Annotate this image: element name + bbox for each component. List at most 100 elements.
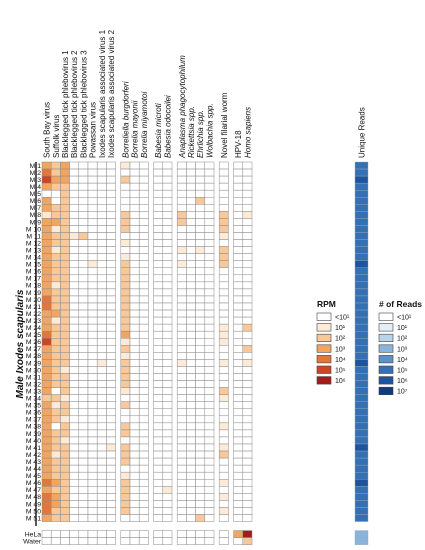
heatmap-cell (204, 457, 215, 466)
heatmap-cell (87, 387, 98, 395)
heatmap-cell (176, 500, 187, 508)
rpm-legend: RPM <10¹ 10¹ 10² 10³ 10⁴ 10⁵ 10⁶ (316, 299, 350, 385)
heatmap-cell (195, 387, 206, 395)
heatmap-cell (176, 168, 187, 177)
heatmap-cell (218, 394, 229, 402)
heatmap-cell (78, 246, 89, 254)
control-cell (69, 537, 80, 545)
heatmap-cell (186, 436, 196, 445)
heatmap-cell (69, 352, 80, 360)
heatmap-cell (96, 500, 107, 508)
heatmap-cell (69, 394, 80, 402)
heatmap-cell (195, 500, 206, 508)
heatmap-cell (162, 175, 173, 184)
heatmap-cell (78, 338, 89, 346)
heatmap-cell (129, 260, 140, 269)
heatmap-cell (242, 260, 253, 269)
heatmap-cell (41, 239, 52, 247)
heatmap-cell (69, 464, 80, 473)
heatmap-cell (176, 274, 187, 283)
heatmap-cell (50, 436, 61, 445)
heatmap-cell (186, 189, 196, 198)
row-label: M 44 (26, 466, 41, 473)
heatmap-cell (138, 514, 149, 522)
heatmap-cell (162, 260, 173, 269)
heatmap-cell (106, 338, 116, 346)
heatmap-cell (242, 274, 253, 283)
heatmap-cell (186, 288, 196, 297)
heatmap-cell (218, 450, 229, 459)
unique-reads-cell (354, 309, 369, 318)
heatmap-cell (204, 443, 215, 452)
heatmap-cell (41, 218, 52, 226)
heatmap-cell (162, 457, 173, 466)
heatmap-cell (176, 316, 187, 325)
heatmap-cell (41, 471, 52, 480)
heatmap-cell (242, 316, 253, 325)
heatmap-cell (138, 302, 149, 311)
column-label: Suffolk virus (52, 115, 61, 158)
row-label: M 38 (26, 424, 41, 431)
heatmap-cell (176, 507, 187, 515)
reads-legend-swatch (378, 386, 394, 396)
heatmap-cell (41, 323, 52, 332)
heatmap-cell (129, 253, 140, 261)
heatmap-cell (60, 182, 70, 191)
heatmap-cell (233, 352, 244, 360)
heatmap-cell (96, 443, 107, 452)
heatmap-cell (138, 246, 149, 254)
row-label: M 12 (26, 240, 41, 247)
heatmap-cell (96, 323, 107, 332)
heatmap-cell (78, 309, 89, 318)
heatmap-cell (50, 302, 61, 311)
heatmap-cell (87, 443, 98, 452)
heatmap-cell (120, 493, 131, 501)
heatmap-cell (242, 500, 253, 508)
heatmap-cell (60, 486, 70, 494)
heatmap-cell (120, 500, 131, 508)
control-cell (129, 537, 140, 545)
heatmap-cell (78, 189, 89, 198)
heatmap-cell (176, 352, 187, 360)
heatmap-cell (87, 486, 98, 494)
heatmap-cell (204, 316, 215, 325)
heatmap-cell (50, 366, 61, 374)
heatmap-cell (138, 394, 149, 402)
heatmap-cell (195, 281, 206, 290)
heatmap-cell (176, 387, 187, 395)
heatmap-cell (204, 408, 215, 417)
heatmap-cell (242, 246, 253, 254)
heatmap-cell (41, 288, 52, 297)
heatmap-cell (195, 225, 206, 233)
heatmap-cell (69, 204, 80, 212)
row-label: M 43 (26, 459, 41, 466)
row-label: M 30 (26, 367, 41, 374)
heatmap-cell (96, 493, 107, 501)
heatmap-cell (186, 225, 196, 233)
row-label: M 34 (26, 396, 41, 403)
heatmap-cell (96, 161, 107, 170)
heatmap-cell (162, 373, 173, 381)
heatmap-cell (120, 338, 131, 346)
heatmap-cell (176, 415, 187, 424)
heatmap-cell (50, 380, 61, 388)
heatmap-cell (129, 323, 140, 332)
control-cell (106, 530, 116, 538)
heatmap-cell (218, 323, 229, 332)
heatmap-cell (96, 464, 107, 473)
heatmap-cell (120, 464, 131, 473)
heatmap-cell (186, 281, 196, 290)
control-cell (218, 530, 229, 538)
heatmap-cell (106, 253, 116, 261)
heatmap-cell (50, 415, 61, 424)
heatmap-cell (69, 436, 80, 445)
heatmap-cell (41, 408, 52, 417)
heatmap-cell (138, 373, 149, 381)
heatmap-cell (41, 204, 52, 212)
unique-reads-cell (354, 316, 369, 325)
heatmap-cell (87, 211, 98, 219)
column-label: HPV-18 (234, 130, 243, 158)
heatmap-cell (162, 338, 173, 346)
heatmap-cell (50, 288, 61, 297)
heatmap-cell (233, 507, 244, 515)
